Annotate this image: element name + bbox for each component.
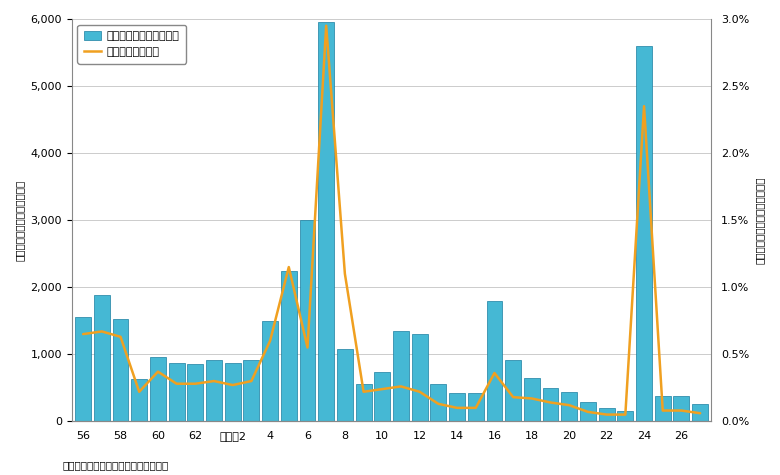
Bar [562,392,577,421]
Bar [112,319,129,421]
Legend: 施設等被害額（十億円）, 対グドピ比（％）: 施設等被害額（十億円）, 対グドピ比（％） [77,25,186,64]
Bar [374,372,390,421]
Bar [337,349,353,421]
Text: 出典：各省庁資料をもとに内閣府作成: 出典：各省庁資料をもとに内閣府作成 [62,460,168,470]
Bar [412,334,427,421]
Bar [168,363,185,421]
Bar [281,271,296,421]
Bar [449,393,465,421]
Bar [487,301,502,421]
Bar [692,404,708,421]
Bar [524,379,540,421]
Bar [243,360,259,421]
Bar [431,384,446,421]
Bar [356,384,371,421]
Bar [636,46,652,421]
Bar [131,379,147,421]
Bar [505,360,521,421]
Bar [150,357,166,421]
Y-axis label: 国民総生産に対する比率（％）: 国民総生産に対する比率（％） [755,176,765,264]
Bar [599,408,615,421]
Y-axis label: 施設関係等被害額（十億円）: 施設関係等被害額（十億円） [15,180,25,261]
Bar [262,322,278,421]
Bar [225,363,241,421]
Bar [673,396,690,421]
Bar [543,388,558,421]
Bar [654,396,671,421]
Bar [94,295,110,421]
Bar [187,364,204,421]
Bar [468,393,484,421]
Bar [300,220,315,421]
Bar [580,402,596,421]
Bar [393,332,409,421]
Bar [75,317,91,421]
Bar [206,360,222,421]
Bar [618,410,633,421]
Bar [318,22,334,421]
